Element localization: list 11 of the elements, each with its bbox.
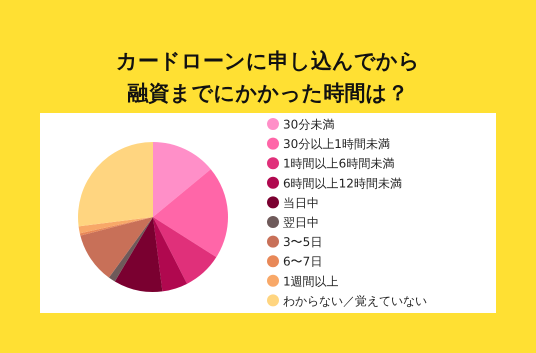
legend-label: 3〜5日 — [283, 235, 322, 250]
legend-label: 6〜7日 — [283, 254, 322, 269]
legend-label: 1週間以上 — [283, 274, 339, 288]
legend-label: 当日中 — [283, 196, 319, 210]
legend-label: 翌日中 — [283, 216, 319, 230]
legend-label: 30分以上1時間未満 — [283, 137, 390, 152]
legend-label: わからない／覚えていない — [283, 294, 427, 308]
legend-label: 6時間以上12時間未満 — [283, 176, 402, 190]
title: カードローンに申し込んでから融資までにかかった時間は？ — [116, 49, 420, 105]
legend-label: 1時間以上6時間未満 — [283, 156, 394, 171]
legend-label: 30分未満 — [283, 118, 334, 132]
